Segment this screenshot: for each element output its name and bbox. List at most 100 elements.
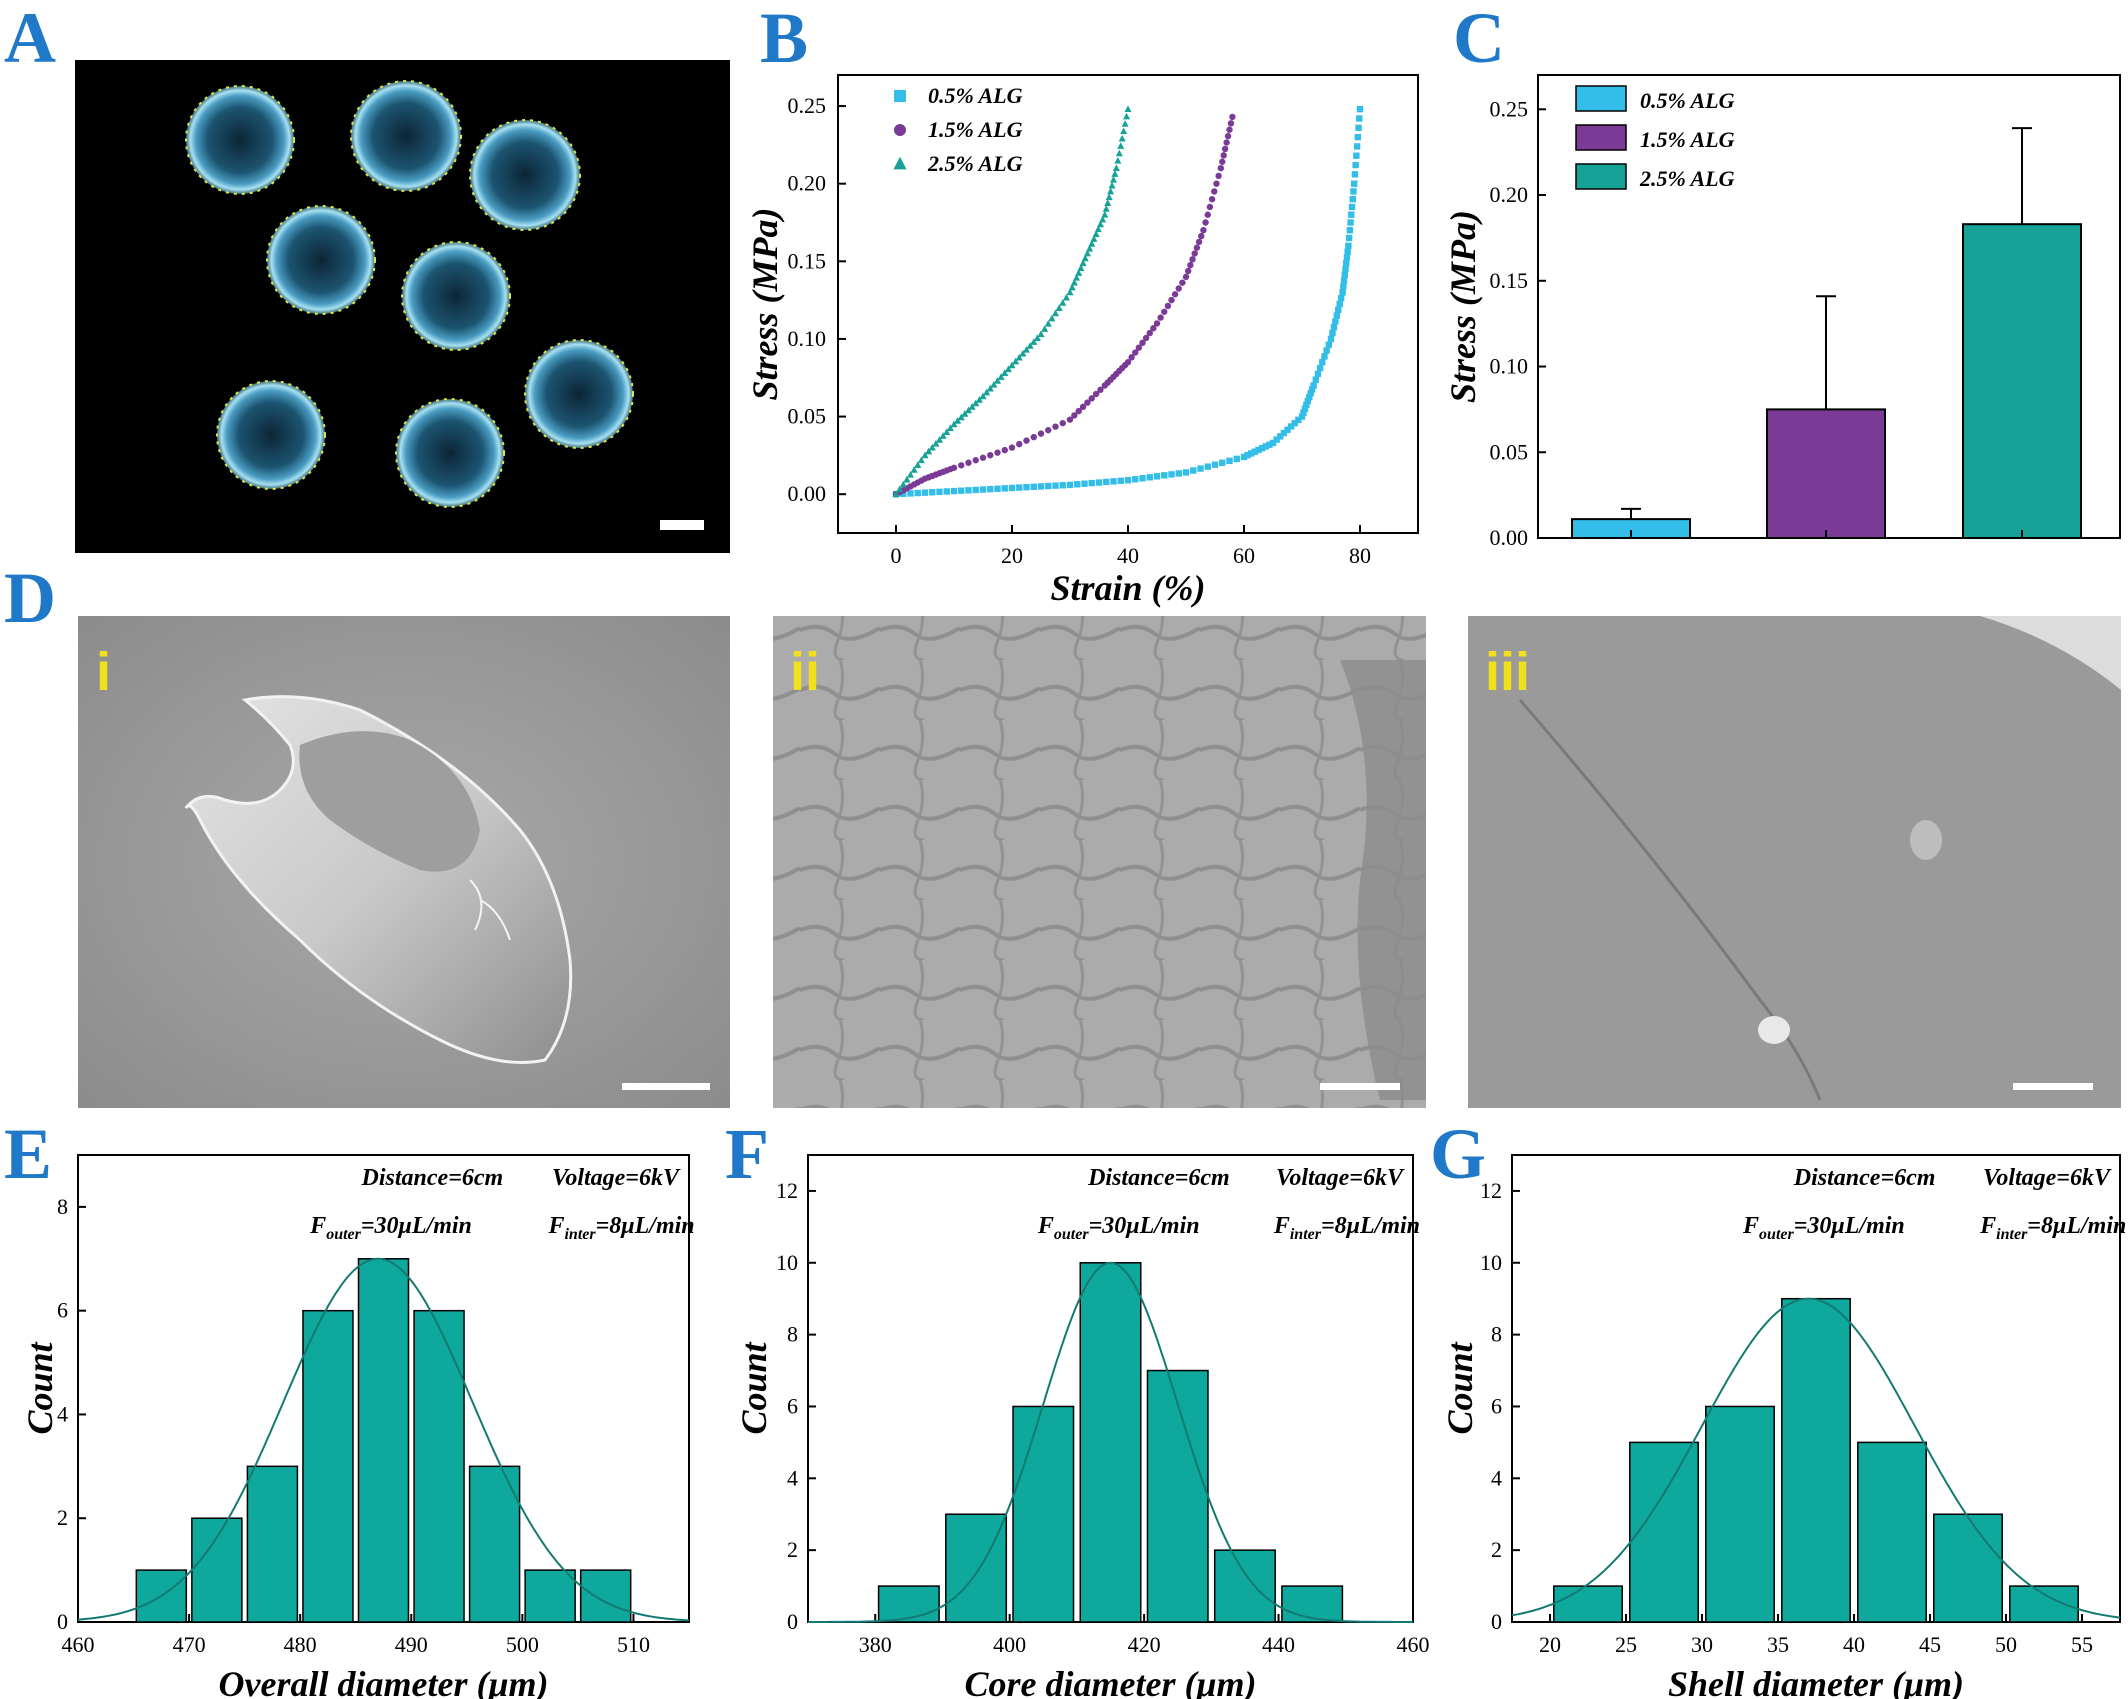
data-point: [1079, 259, 1087, 267]
histogram-bar: [191, 1517, 243, 1623]
note-distance: Distance=6cm: [1087, 1165, 1230, 1191]
data-point: [1066, 481, 1074, 489]
data-point: [1102, 205, 1110, 212]
histogram-bar: [246, 1465, 299, 1623]
data-point: [896, 485, 904, 493]
y-tick-label: 0.10: [788, 326, 827, 351]
data-point: [1030, 483, 1037, 491]
data-point: [914, 461, 922, 468]
data-point: [1348, 211, 1355, 218]
data-point: [1168, 471, 1175, 478]
data-point: [1086, 244, 1094, 252]
data-point: [1327, 335, 1335, 343]
data-point: [1099, 215, 1107, 223]
data-point: [950, 464, 958, 471]
data-point: [1077, 264, 1085, 271]
legend-swatch: [1575, 124, 1627, 151]
data-point: [1340, 277, 1348, 284]
data-point: [1030, 433, 1037, 441]
data-point: [979, 486, 987, 493]
histogram-bar: [1213, 1549, 1276, 1623]
data-point: [1190, 467, 1197, 474]
y-tick-label: 6: [1491, 1393, 1502, 1418]
data-point: [972, 457, 979, 464]
data-point: [1182, 273, 1190, 281]
data-point: [1342, 265, 1349, 273]
x-tick-label: 50: [1995, 1632, 2017, 1657]
x-tick-label: 480: [284, 1632, 317, 1657]
sem-label-ii: ii: [790, 642, 820, 702]
data-point: [903, 475, 911, 483]
data-point: [1335, 306, 1342, 314]
data-point: [1206, 203, 1214, 211]
histogram-bar: [579, 1569, 632, 1623]
data-point: [1101, 210, 1109, 218]
data-point: [1337, 294, 1345, 302]
data-point: [1164, 302, 1172, 310]
x-tick-label: 0: [891, 543, 902, 568]
data-point: [1081, 480, 1088, 487]
data-point: [1226, 457, 1233, 465]
data-point: [1330, 324, 1338, 331]
data-point: [1074, 481, 1081, 488]
note-f-outer-value: =30μL/min: [361, 1213, 472, 1239]
histogram-bar: [1553, 1585, 1623, 1623]
data-point: [1124, 105, 1132, 113]
data-point: [1132, 476, 1139, 483]
data-point: [1083, 249, 1091, 257]
data-point: [1059, 419, 1066, 427]
y-tick-label: 8: [1491, 1322, 1502, 1347]
data-point: [1351, 180, 1358, 187]
y-tick-label: 0.25: [1490, 96, 1529, 121]
chart-e: 460 470 480 490 500 510 0 2 4 6 8 Distance=6cm Volta…: [20, 1154, 695, 1699]
data-point: [1157, 314, 1164, 321]
data-point: [928, 443, 936, 451]
data-point: [1345, 242, 1352, 249]
microcapsule-bead: [266, 205, 376, 315]
microcapsule-bead: [401, 241, 511, 351]
microcapsule-bead: [395, 398, 505, 508]
note-distance: Distance=6cm: [1793, 1165, 1936, 1191]
data-point: [958, 462, 965, 469]
data-point: [1347, 219, 1354, 226]
data-point: [1022, 345, 1031, 353]
data-point: [1204, 211, 1211, 218]
data-point: [1088, 239, 1096, 247]
data-point: [1284, 426, 1291, 433]
note-f-inter: Finter=8μL/min: [547, 1213, 694, 1243]
legend-label: 1.5% ALG: [928, 117, 1023, 142]
data-point: [939, 432, 947, 439]
legend-swatch: [1575, 85, 1627, 112]
histogram-bar: [1079, 1262, 1142, 1623]
data-point: [986, 384, 994, 392]
data-point: [1202, 219, 1209, 226]
data-point: [1044, 319, 1052, 327]
gaussian-fit-curve: [1511, 1297, 2121, 1619]
data-point: [1070, 278, 1078, 286]
panel-letter-c: C: [1453, 0, 1505, 78]
scale-bar-ii: [1320, 1083, 1400, 1090]
note-f-inter-subscript: inter: [564, 1226, 596, 1243]
data-point: [1356, 115, 1363, 122]
x-tick-label: 45: [1919, 1632, 1941, 1657]
microcapsule-beads: [185, 80, 634, 508]
histogram-bar: [1012, 1405, 1075, 1623]
y-axis-label: Stress (MPa): [745, 207, 785, 400]
data-point: [906, 470, 915, 478]
data-point: [994, 485, 1001, 492]
note-voltage: Voltage=6kV: [552, 1165, 681, 1191]
data-point: [1352, 161, 1359, 169]
data-point: [957, 413, 965, 421]
data-point: [1339, 289, 1346, 296]
note-f-outer-subscript: outer: [1759, 1226, 1794, 1243]
bar: [1962, 223, 2082, 539]
data-point: [972, 399, 980, 407]
data-point: [990, 380, 998, 388]
data-point: [1121, 120, 1129, 127]
histogram-bar: [1705, 1405, 1775, 1623]
data-point: [1104, 199, 1112, 206]
data-point: [1303, 401, 1310, 409]
data-point: [1062, 293, 1070, 301]
y-tick-label: 2: [787, 1537, 798, 1562]
data-point: [1187, 261, 1194, 269]
